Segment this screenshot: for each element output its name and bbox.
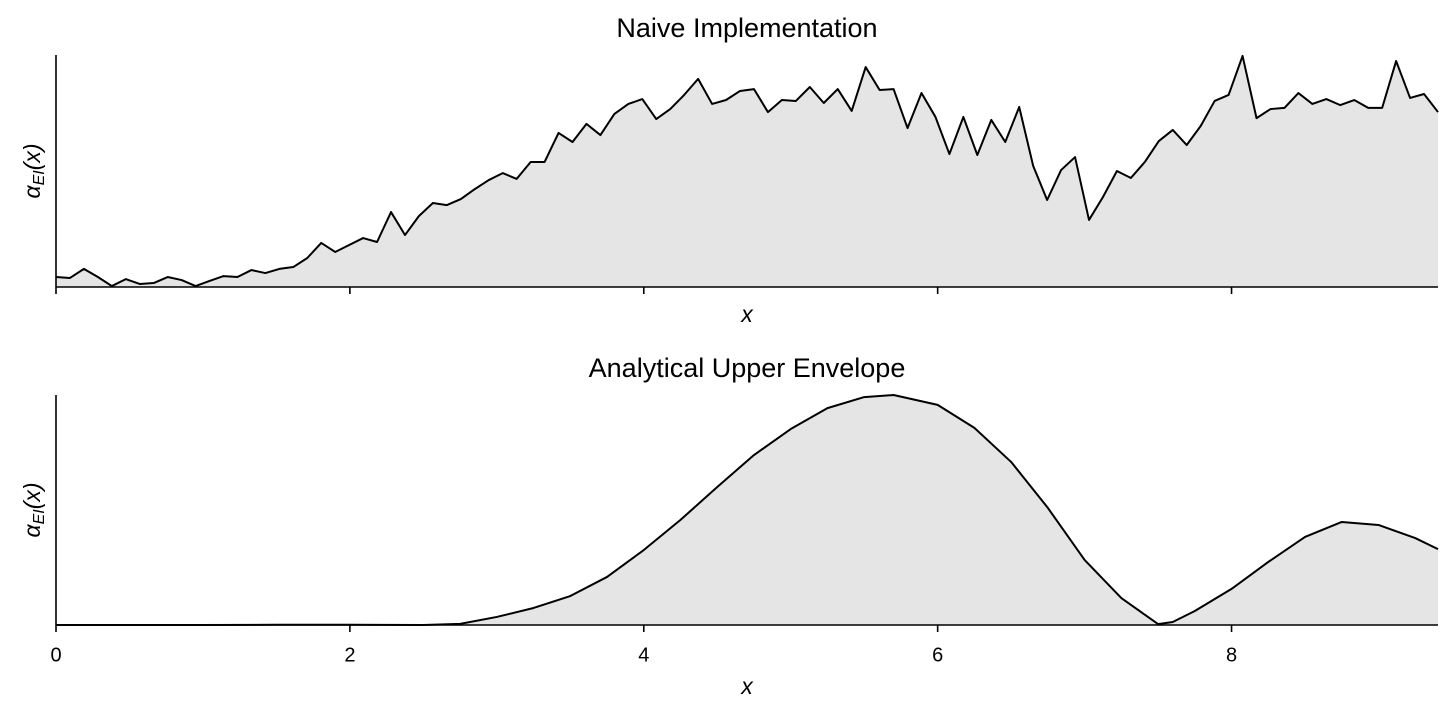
chart-title: Analytical Upper Envelope [589,353,906,383]
y-axis-label-part: EI [31,509,48,525]
y-axis-label-part: α [19,524,45,538]
y-axis-label-part: EI [31,170,48,186]
x-tick-label: 6 [932,644,943,666]
x-tick-label: 2 [344,644,355,666]
y-axis-label-part: α [19,185,45,199]
area-fill [56,395,1438,625]
x-tick-label: 0 [50,644,61,666]
x-axis-label: x [740,673,754,699]
chart-title: Naive Implementation [616,13,877,43]
y-axis-label: αEI(x) [19,143,48,198]
y-axis-label-part: (x) [19,143,45,170]
y-axis-label-part: (x) [19,482,45,509]
x-tick-label: 8 [1226,644,1237,666]
y-axis-label: αEI(x) [19,482,48,537]
area-fill [56,55,1438,288]
x-axis-label: x [740,301,754,327]
line [55,54,1439,288]
x-tick-label: 4 [638,644,649,666]
